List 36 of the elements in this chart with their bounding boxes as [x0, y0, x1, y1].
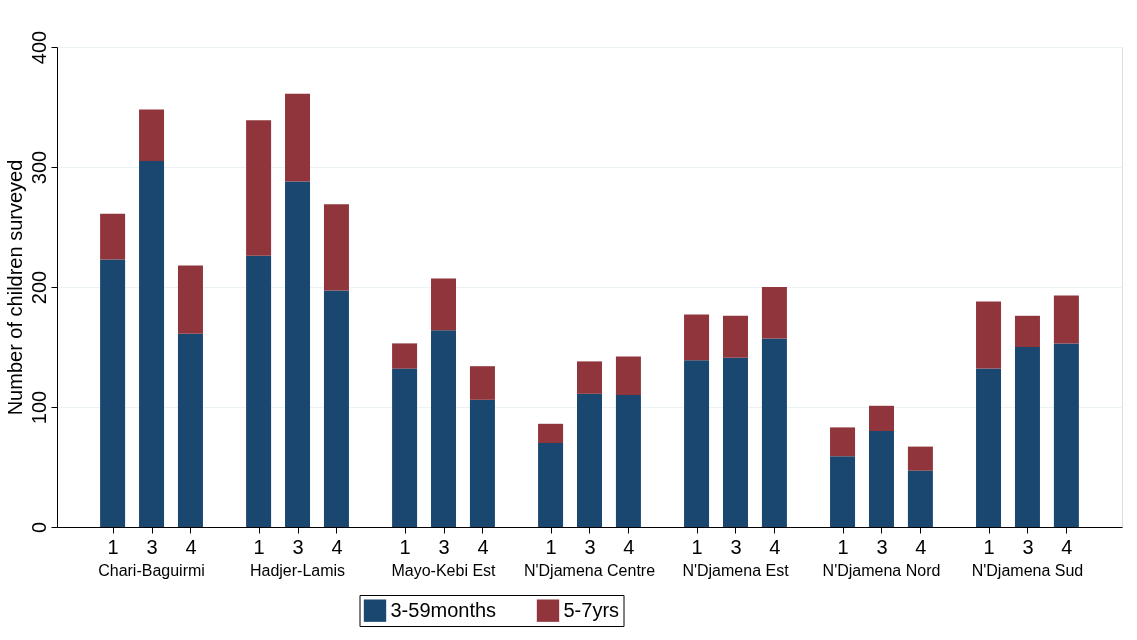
y-tick-label: 200 — [27, 270, 50, 305]
x-tick-label: 1 — [983, 535, 995, 558]
x-tick-label: 3 — [730, 535, 742, 558]
x-tick-label: 3 — [876, 535, 888, 558]
y-tick-label: 400 — [27, 30, 50, 65]
text: Mayo-Kebi Est — [391, 562, 497, 579]
text: Chari-Baguirmi — [98, 562, 205, 579]
x-tick-label: 1 — [399, 535, 411, 558]
x-tick-label: 1 — [253, 535, 265, 558]
x-tick-label: 1 — [837, 535, 849, 558]
text: Hadjer-Lamis — [249, 562, 346, 579]
x-tick-label: 1 — [545, 535, 557, 558]
x-tick-label: 4 — [769, 535, 781, 558]
text: N'Djamena Nord — [822, 562, 941, 579]
x-tick-label: 4 — [477, 535, 489, 558]
x-tick-label: 3 — [146, 535, 158, 558]
x-tick-label: 1 — [691, 535, 703, 558]
y-tick-label: 100 — [27, 390, 50, 425]
y-tick-label: 0 — [27, 521, 50, 534]
x-tick-label: 3 — [584, 535, 596, 558]
y-tick-label: 300 — [27, 150, 50, 185]
y-axis-title: Number of children surveyed — [3, 159, 26, 416]
x-tick-label: 4 — [915, 535, 927, 558]
x-tick-label: 1 — [107, 535, 119, 558]
legend-label: 3-59months — [390, 598, 497, 621]
text: N'Djamena Est — [682, 562, 790, 579]
x-tick-label: 4 — [331, 535, 343, 558]
x-tick-label: 4 — [185, 535, 197, 558]
legend-label: 5-7yrs — [563, 598, 620, 621]
x-tick-label: 3 — [292, 535, 304, 558]
x-tick-label: 3 — [1022, 535, 1034, 558]
x-tick-label: 4 — [623, 535, 635, 558]
text: N'Djamena Sud — [971, 562, 1084, 579]
x-tick-label: 3 — [438, 535, 450, 558]
x-tick-label: 4 — [1061, 535, 1073, 558]
text: N'Djamena Centre — [523, 562, 656, 579]
